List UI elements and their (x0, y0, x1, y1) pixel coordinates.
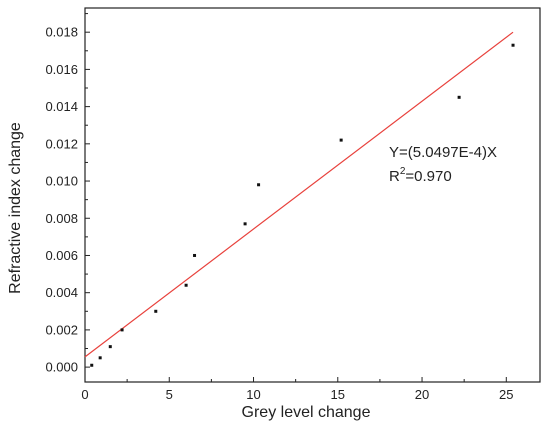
x-axis-title: Grey level change (242, 404, 371, 421)
fit-line (84, 31, 514, 358)
fit-equation-annotation: Y=(5.0497E-4)X (389, 144, 497, 161)
data-points (90, 43, 515, 367)
data-point (108, 345, 112, 349)
y-tick-label: 0.012 (45, 136, 78, 151)
data-point (90, 363, 94, 367)
r-squared-symbol: R (389, 168, 400, 185)
x-tick-label: 15 (331, 387, 345, 402)
y-tick-label: 0.010 (45, 174, 78, 189)
y-tick-label: 0.006 (45, 248, 78, 263)
data-point (243, 222, 247, 226)
axes (84, 7, 541, 383)
y-tick-label: 0.004 (45, 285, 78, 300)
data-point (120, 328, 124, 332)
x-tick-label: 20 (415, 387, 429, 402)
x-axis-ticks: 0 5 10 15 20 25 (81, 377, 514, 402)
y-tick-label: 0.000 (45, 360, 78, 375)
x-tick-label: 5 (166, 387, 173, 402)
r-squared-exponent: 2 (400, 166, 406, 177)
x-tick-label: 10 (246, 387, 260, 402)
data-point (184, 283, 188, 287)
data-point (193, 253, 197, 257)
y-tick-label: 0.014 (45, 99, 78, 114)
data-point (154, 309, 158, 313)
r-squared-value: =0.970 (405, 168, 451, 185)
y-tick-label: 0.018 (45, 25, 78, 40)
data-point (98, 356, 102, 360)
y-tick-label: 0.008 (45, 211, 78, 226)
y-tick-label: 0.016 (45, 62, 78, 77)
x-tick-label: 0 (81, 387, 88, 402)
y-axis-title: Refractive index change (7, 122, 24, 294)
data-point (511, 43, 515, 47)
plot-frame (84, 7, 541, 383)
x-tick-label: 25 (499, 387, 513, 402)
fit-line-group (84, 31, 514, 358)
y-axis-ticks: 0.000 0.002 0.004 0.006 0.008 0.010 0.012 0.014… (45, 13, 90, 375)
data-point (339, 138, 343, 142)
data-point (457, 95, 461, 99)
r-squared-annotation: R2=0.970 (389, 166, 452, 185)
y-tick-label: 0.002 (45, 322, 78, 337)
data-point (257, 183, 261, 187)
